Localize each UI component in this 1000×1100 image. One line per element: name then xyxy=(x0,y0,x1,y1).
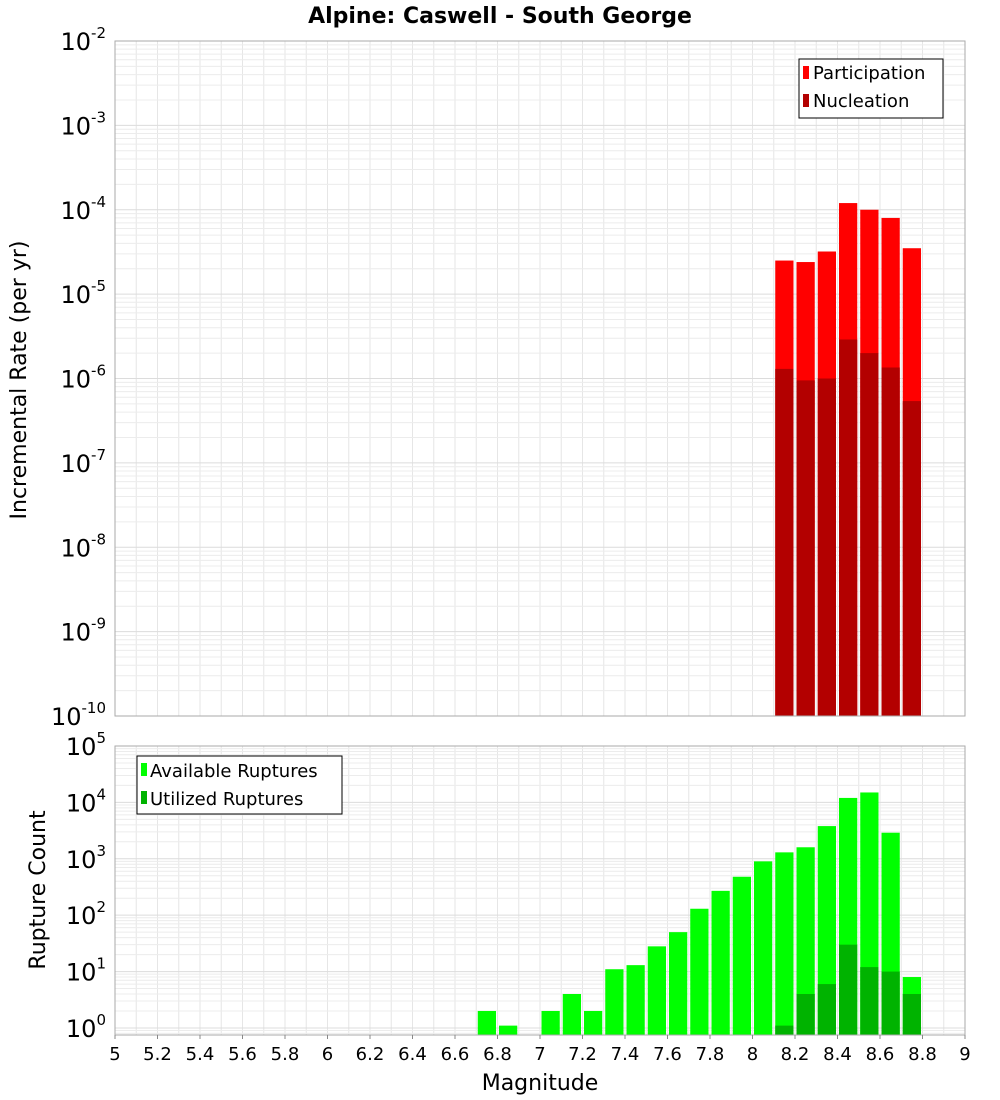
bottom-bar-utilized-ruptures xyxy=(902,994,921,1035)
bottom-bar-available-ruptures xyxy=(477,1010,496,1035)
x-tick-label: 6.6 xyxy=(441,1044,470,1065)
top-legend: Participation Nucleation xyxy=(798,58,944,119)
x-tick-label: 5 xyxy=(109,1044,120,1065)
y-tick-label: 103 xyxy=(66,842,106,874)
x-tick-label: 7.2 xyxy=(568,1044,597,1065)
x-tick-label: 7.8 xyxy=(696,1044,725,1065)
legend-label-utilized: Utilized Ruptures xyxy=(150,789,303,810)
y-tick-label: 102 xyxy=(66,898,106,930)
top-bars xyxy=(775,203,921,717)
legend-label-participation: Participation xyxy=(813,63,925,84)
x-tick-label: 5.2 xyxy=(143,1044,172,1065)
y-tick-label: 10-8 xyxy=(60,530,106,562)
top-y-axis-label: Incremental Rate (per yr) xyxy=(7,241,32,520)
bottom-legend-box xyxy=(136,755,343,815)
bottom-bar-utilized-ruptures xyxy=(796,994,815,1035)
bottom-bar-available-ruptures xyxy=(669,932,688,1035)
x-tick-label: 5.8 xyxy=(271,1044,300,1065)
legend-swatch-utilized xyxy=(141,791,147,804)
top-bar-nucleation xyxy=(881,367,900,716)
chart-title: Alpine: Caswell - South George xyxy=(308,4,692,29)
y-tick-label: 10-5 xyxy=(60,277,106,309)
y-tick-label: 10-9 xyxy=(60,615,106,647)
y-tick-label: 101 xyxy=(66,955,106,987)
y-tick-label: 10-2 xyxy=(60,24,106,56)
y-tick-label: 10-6 xyxy=(60,362,106,394)
x-tick-label: 5.6 xyxy=(228,1044,257,1065)
legend-label-nucleation: Nucleation xyxy=(813,91,909,112)
bottom-bar-available-ruptures xyxy=(796,847,815,1035)
bottom-bar-available-ruptures xyxy=(775,852,794,1035)
legend-label-available: Available Ruptures xyxy=(150,761,318,782)
top-legend-box xyxy=(798,58,944,119)
x-tick-label: 6.4 xyxy=(398,1044,427,1065)
bottom-bar-available-ruptures xyxy=(499,1025,518,1035)
x-tick-label: 5.4 xyxy=(186,1044,215,1065)
bottom-bar-utilized-ruptures xyxy=(860,967,879,1035)
bottom-bar-available-ruptures xyxy=(541,1010,560,1035)
x-tick-label: 7.6 xyxy=(653,1044,682,1065)
x-ticks: 5 5.2 5.4 5.6 5.8 6 6.2 6.4 6.6 6.8 7 7.2 7.4 7.6 7.8 8… xyxy=(109,1035,971,1065)
legend-swatch-nucleation xyxy=(803,94,809,107)
bottom-legend: Available Ruptures Utilized Ruptures xyxy=(136,755,343,815)
bottom-y-ticks: 105 104 103 102 101 100 xyxy=(66,729,106,1043)
bottom-bar-available-ruptures xyxy=(754,861,773,1035)
x-tick-label: 6 xyxy=(322,1044,333,1065)
bottom-bar-available-ruptures xyxy=(562,994,581,1035)
legend-swatch-available xyxy=(141,763,147,776)
y-tick-label: 10-10 xyxy=(51,699,106,731)
x-axis-label: Magnitude xyxy=(482,1071,599,1096)
bottom-bar-available-ruptures xyxy=(584,1010,603,1035)
top-bar-nucleation xyxy=(902,401,921,716)
top-bar-nucleation xyxy=(775,368,794,716)
y-tick-label: 10-4 xyxy=(60,193,106,225)
bottom-bar-available-ruptures xyxy=(690,908,709,1035)
bottom-bar-utilized-ruptures xyxy=(881,971,900,1035)
y-tick-label: 10-3 xyxy=(60,108,106,140)
x-tick-label: 8.4 xyxy=(823,1044,852,1065)
bottom-bar-available-ruptures xyxy=(647,946,666,1035)
top-bar-nucleation xyxy=(817,378,836,716)
top-bar-nucleation xyxy=(860,353,879,716)
bottom-bar-utilized-ruptures xyxy=(775,1025,794,1035)
x-tick-label: 7 xyxy=(534,1044,545,1065)
bottom-bar-utilized-ruptures xyxy=(839,944,858,1035)
bottom-y-axis-label: Rupture Count xyxy=(26,810,51,970)
bottom-bar-available-ruptures xyxy=(732,876,751,1035)
y-tick-label: 104 xyxy=(66,785,106,817)
x-tick-label: 8.6 xyxy=(866,1044,895,1065)
x-tick-label: 8.2 xyxy=(781,1044,810,1065)
y-tick-label: 105 xyxy=(66,729,106,761)
y-tick-label: 100 xyxy=(66,1011,106,1043)
y-tick-label: 10-7 xyxy=(60,446,106,478)
x-tick-label: 9 xyxy=(959,1044,970,1065)
top-bar-nucleation xyxy=(839,339,858,716)
bottom-bar-available-ruptures xyxy=(711,890,730,1035)
x-tick-label: 6.8 xyxy=(483,1044,512,1065)
bottom-bar-available-ruptures xyxy=(605,969,624,1035)
x-tick-label: 8 xyxy=(747,1044,758,1065)
legend-swatch-participation xyxy=(803,66,809,79)
bottom-bars xyxy=(477,792,921,1035)
x-tick-label: 8.8 xyxy=(908,1044,937,1065)
top-grid xyxy=(114,40,966,717)
bottom-bar-available-ruptures xyxy=(817,826,836,1035)
bottom-bar-available-ruptures xyxy=(626,965,645,1035)
bottom-bar-utilized-ruptures xyxy=(817,984,836,1035)
x-tick-label: 7.4 xyxy=(611,1044,640,1065)
top-bar-nucleation xyxy=(796,380,815,716)
top-y-ticks: 10-2 10-3 10-4 10-5 10-6 10-7 10-8 10-9 10-10 xyxy=(51,24,106,731)
top-plot-frame xyxy=(114,40,966,717)
x-tick-label: 6.2 xyxy=(356,1044,385,1065)
